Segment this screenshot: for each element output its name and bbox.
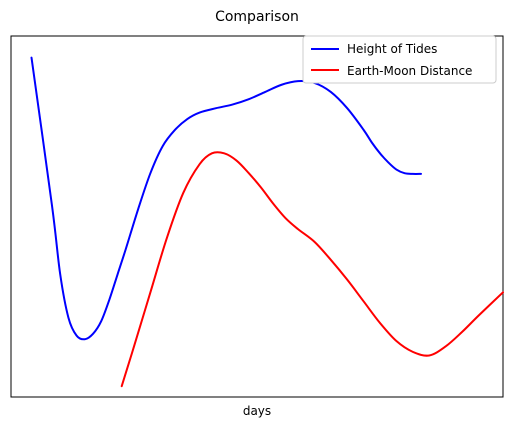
series-line-height-of-tides xyxy=(30,56,422,341)
series-line-earth-moon-distance xyxy=(120,151,504,388)
x-axis-label: days xyxy=(243,404,271,418)
legend-box xyxy=(302,35,497,84)
legend: Height of Tides Earth-Moon Distance xyxy=(302,35,497,84)
legend-label-height-of-tides: Height of Tides xyxy=(347,42,437,56)
chart-title: Comparison xyxy=(215,9,299,25)
series-layer xyxy=(30,56,504,388)
legend-label-earth-moon-distance: Earth-Moon Distance xyxy=(347,64,472,78)
plot-area-frame xyxy=(10,35,504,398)
